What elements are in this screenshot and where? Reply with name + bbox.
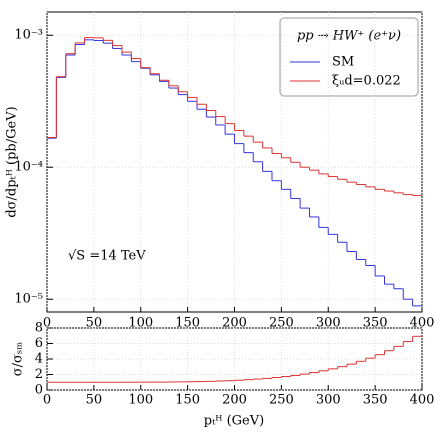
annotation: √S =14 TeV xyxy=(68,249,146,264)
y-tick-label: 6 xyxy=(35,336,43,351)
x-tick-label: 150 xyxy=(175,393,200,408)
x-tick-label: 50 xyxy=(86,393,103,408)
legend-label: ξᵤd=0.022 xyxy=(332,74,401,89)
x-tick-label: 50 xyxy=(86,316,103,331)
x-tick-label: 300 xyxy=(316,316,341,331)
x-axis-label: pₜᴴ (GeV) xyxy=(204,414,264,429)
y-tick-label: 10⁻⁴ xyxy=(14,160,43,175)
x-tick-label: 300 xyxy=(316,393,341,408)
x-tick-label: 400 xyxy=(410,393,435,408)
y-tick-label: 4 xyxy=(35,352,43,367)
x-tick-label: 400 xyxy=(410,316,435,331)
x-tick-label: 200 xyxy=(222,316,247,331)
x-tick-label: 100 xyxy=(128,393,153,408)
x-tick-label: 350 xyxy=(363,393,388,408)
x-tick-label: 0 xyxy=(43,316,51,331)
y-tick-label: 10⁻⁵ xyxy=(14,292,43,307)
y-axis-label: dσ/dpₜᴴ (pb/GeV) xyxy=(5,106,20,217)
legend: pp → HW⁺ (e⁺ν) SM ξᵤd=0.022 xyxy=(279,17,419,97)
y-tick-label: 0 xyxy=(35,383,43,398)
x-tick-label: 100 xyxy=(128,316,153,331)
x-tick-label: 200 xyxy=(222,393,247,408)
x-tick-label: 250 xyxy=(269,316,294,331)
y-tick-label: 10⁻³ xyxy=(14,28,43,43)
y-tick-label: 2 xyxy=(35,367,43,382)
x-tick-label: 350 xyxy=(363,316,388,331)
x-tick-label: 250 xyxy=(269,393,294,408)
legend-title: pp → HW⁺ (e⁺ν) xyxy=(297,29,401,44)
x-tick-label: 0 xyxy=(43,393,51,408)
legend-box xyxy=(279,17,419,97)
y-tick-label: 8 xyxy=(35,321,43,336)
ratio-y-label: σ/σₛₘ xyxy=(11,342,26,377)
legend-label: SM xyxy=(332,55,354,70)
x-tick-label: 150 xyxy=(175,316,200,331)
